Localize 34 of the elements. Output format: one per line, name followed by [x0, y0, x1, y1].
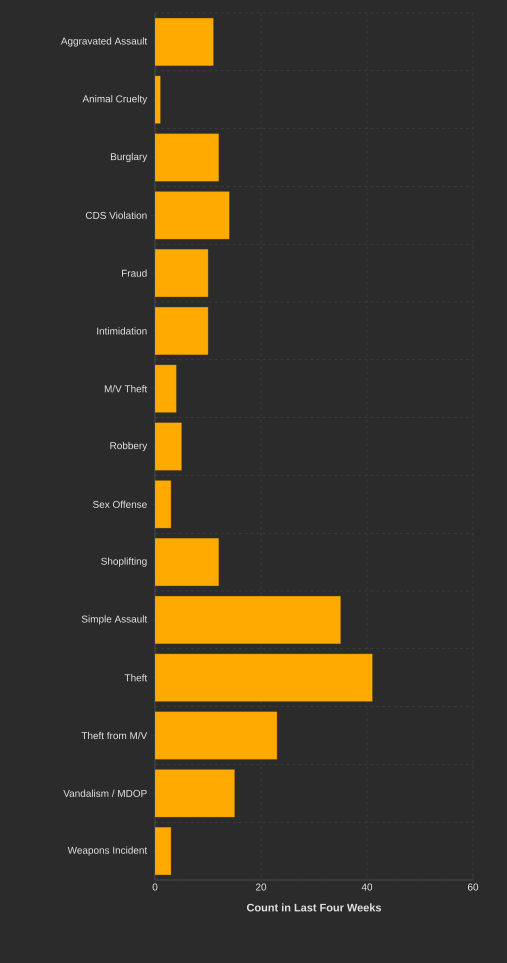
bar [155, 596, 341, 644]
y-tick-label: Shoplifting [101, 557, 147, 567]
y-tick-label: Theft [124, 674, 148, 682]
bar [155, 654, 372, 702]
y-tick-label: Theft from M/V [82, 732, 148, 740]
x-tick-label: 60 [468, 884, 478, 891]
y-tick-label: Vandalism / MDOP [63, 790, 147, 797]
bar [155, 134, 219, 182]
bar [155, 191, 230, 240]
y-tick-label: Robbery [110, 442, 148, 452]
x-axis-title: Count in Last Four Weeks [246, 903, 382, 912]
bar [155, 364, 176, 413]
x-tick-label: 40 [362, 884, 372, 891]
bar [155, 307, 208, 355]
y-tick-label: Animal Cruelty [82, 95, 148, 104]
x-tick-label: 0 [152, 884, 158, 891]
y-tick-label: Intimidation [97, 327, 147, 335]
bar [155, 769, 235, 818]
bar [155, 712, 278, 760]
y-tick-label: Weapons Incident [68, 846, 148, 856]
y-tick-label: Sex Offense [93, 500, 147, 508]
y-tick-label: Burglary [110, 152, 148, 162]
y-tick-label: M/V Theft [104, 385, 148, 392]
bar [155, 538, 219, 586]
bar [155, 827, 172, 875]
y-tick-label: Fraud [122, 269, 147, 277]
y-tick-label: Simple Assault [82, 615, 148, 625]
bar [155, 249, 208, 297]
y-tick-label: CDS Violation [86, 212, 147, 219]
y-tick-label: Aggravated Assault [60, 37, 148, 47]
bar [155, 18, 214, 66]
bar [155, 422, 182, 470]
x-tick-label: 20 [256, 884, 266, 891]
bar [155, 480, 172, 528]
